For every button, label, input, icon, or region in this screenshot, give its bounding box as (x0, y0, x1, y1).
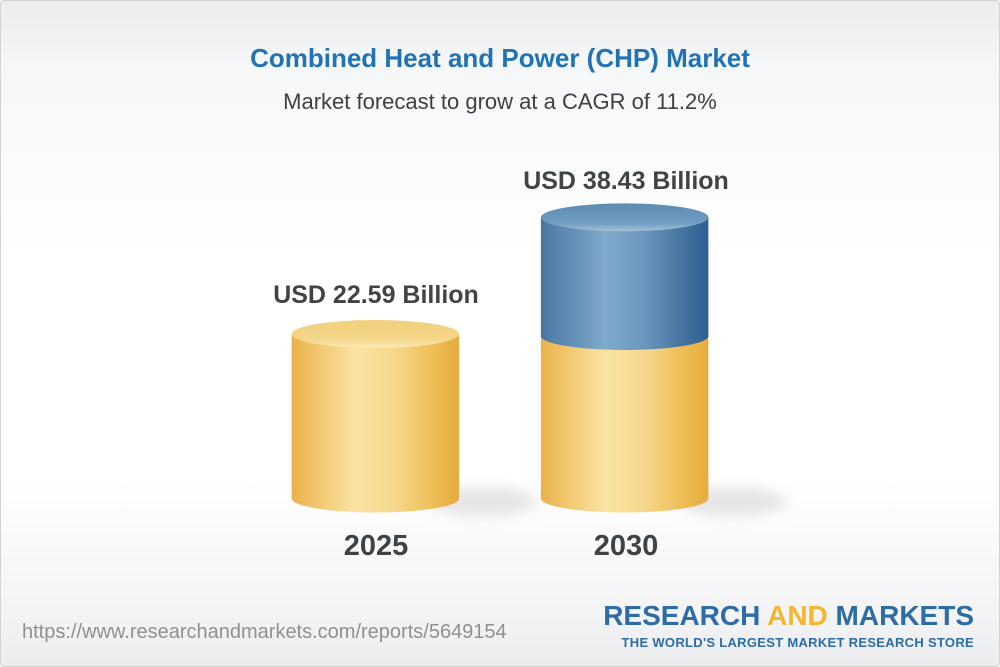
logo-word-markets: MARKETS (835, 600, 974, 631)
page-subtitle: Market forecast to grow at a CAGR of 11.… (283, 89, 717, 114)
cylinder-2030-base-segment (540, 335, 709, 513)
logo-word-and: AND (767, 600, 828, 631)
cylinder-2025-top (291, 320, 460, 348)
value-label-2025: USD 22.59 Billion (273, 281, 479, 309)
research-and-markets-logo: RESEARCH AND MARKETS THE WORLD'S LARGEST… (603, 600, 974, 650)
logo-tagline: THE WORLD'S LARGEST MARKET RESEARCH STOR… (621, 634, 974, 650)
cylinder-2025-body (291, 333, 460, 513)
axis-label-2030: 2030 (593, 530, 659, 562)
page-title: Combined Heat and Power (CHP) Market (250, 43, 750, 73)
logo-word-research: RESEARCH (603, 600, 761, 631)
value-label-2030: USD 38.43 Billion (523, 167, 729, 195)
logo-wordmark: RESEARCH AND MARKETS (603, 600, 974, 632)
axis-label-2025: 2025 (343, 530, 409, 562)
cylinder-2030-growth-segment (540, 217, 709, 350)
source-url: https://www.researchandmarkets.com/repor… (22, 621, 507, 643)
cylinder-2030-top (540, 203, 709, 232)
